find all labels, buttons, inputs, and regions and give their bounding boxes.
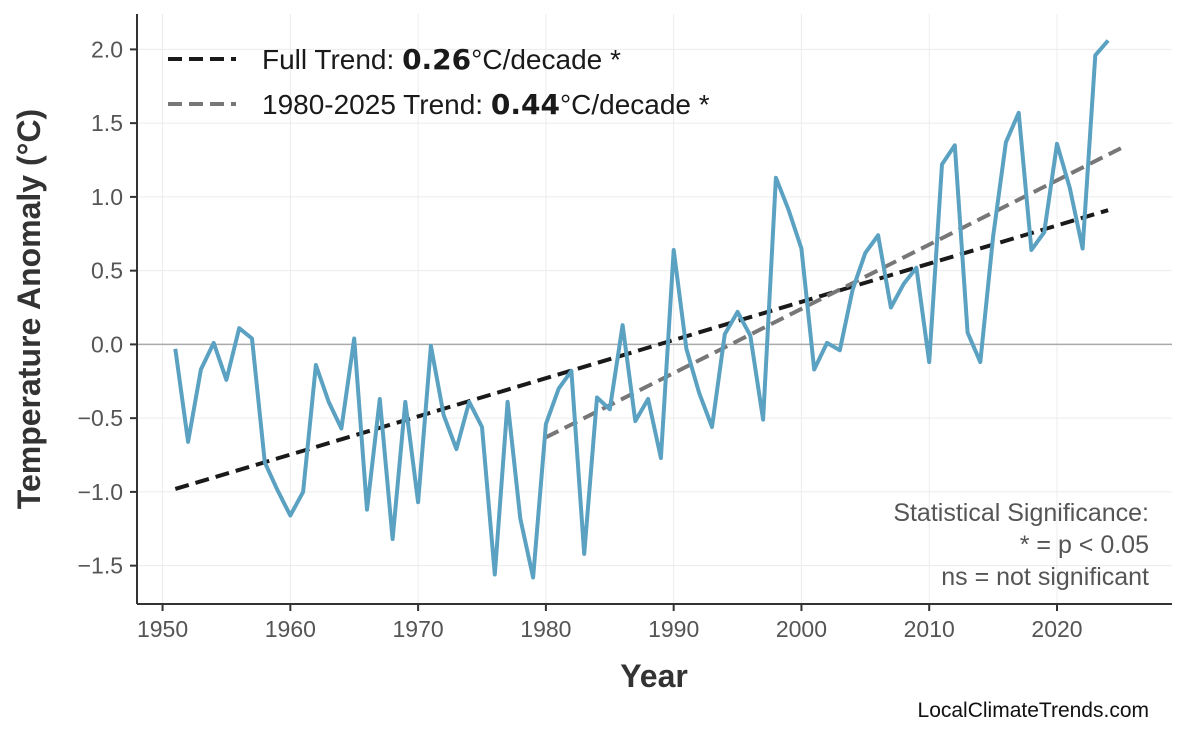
legend: Full Trend: 0.26°C/decade * 1980-2025 Tr…	[168, 43, 710, 121]
y-tick-label: 2.0	[91, 36, 123, 62]
x-tick-label: 1970	[393, 616, 444, 642]
y-tick-label: 1.5	[91, 110, 123, 136]
x-tick-label: 2000	[776, 616, 827, 642]
y-tick-label: −0.5	[78, 405, 123, 431]
significance-title: Statistical Significance:	[893, 499, 1149, 527]
y-tick-label: −1.0	[78, 479, 123, 505]
y-tick-label: −1.5	[78, 553, 123, 579]
x-tick-label: 1990	[648, 616, 699, 642]
anomaly-series-line	[175, 41, 1108, 578]
x-tick-label: 1980	[520, 616, 571, 642]
x-tick-label: 1950	[137, 616, 188, 642]
y-ticks: −1.5 −1.0 −0.5 0.0 0.5 1.0 1.5 2.0	[78, 36, 137, 578]
significance-star: * = p < 0.05	[1020, 531, 1149, 559]
series-points	[175, 40, 1108, 577]
x-tick-label: 2020	[1031, 616, 1082, 642]
y-tick-label: 0.5	[91, 258, 123, 284]
y-axis-label: Temperature Anomaly (°C)	[11, 109, 47, 509]
x-ticks: 1950 1960 1970 1980 1990 2000 2010 2020	[137, 604, 1083, 642]
full-trend-line	[175, 210, 1108, 489]
watermark: LocalClimateTrends.com	[918, 699, 1149, 722]
trend-lines	[175, 148, 1121, 489]
x-axis-label: Year	[620, 658, 688, 694]
y-tick-label: 0.0	[91, 331, 123, 357]
significance-note: Statistical Significance: * = p < 0.05 n…	[893, 499, 1149, 591]
legend-label-recent-trend: 1980-2025 Trend: 0.44°C/decade *	[262, 88, 710, 121]
legend-label-full-trend: Full Trend: 0.26°C/decade *	[262, 43, 621, 76]
x-tick-label: 2010	[904, 616, 955, 642]
significance-ns: ns = not significant	[941, 563, 1149, 591]
y-tick-label: 1.0	[91, 184, 123, 210]
x-tick-label: 1960	[265, 616, 316, 642]
